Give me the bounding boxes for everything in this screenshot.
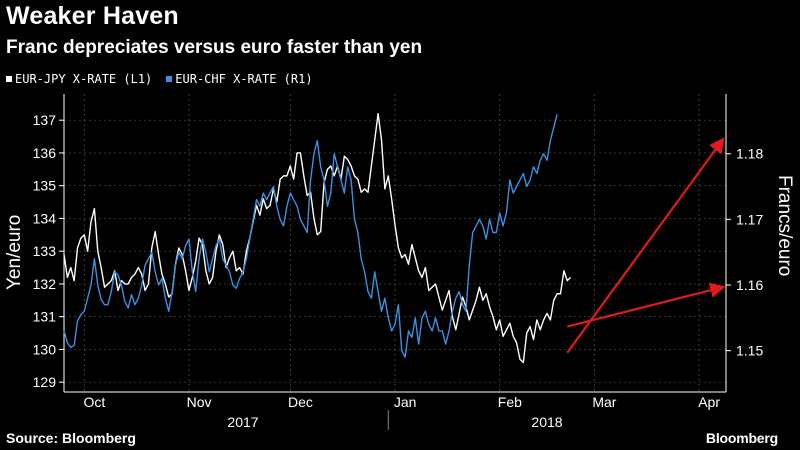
tick-label-right: 1.16 <box>736 277 763 293</box>
series-line-eur-chf <box>63 114 558 358</box>
annotation-layer <box>566 137 726 354</box>
tick-label-left: 130 <box>33 341 57 357</box>
tick-label-right: 1.18 <box>736 146 763 162</box>
legend-item-eur-chf: EUR-CHF X-RATE (R1) <box>166 72 313 86</box>
legend-swatch-eur-jpy <box>6 76 12 82</box>
legend: EUR-JPY X-RATE (L1) EUR-CHF X-RATE (R1) <box>6 72 313 86</box>
legend-label-eur-chf: EUR-CHF X-RATE (R1) <box>175 72 313 86</box>
month-label: Oct <box>84 394 106 410</box>
chart-subtitle: Franc depreciates versus euro faster tha… <box>6 37 423 58</box>
month-label: Mar <box>592 394 616 410</box>
month-label: Apr <box>698 394 720 410</box>
tick-label-left: 135 <box>33 178 57 194</box>
tick-label-left: 136 <box>33 145 57 161</box>
bloomberg-logo: Bloomberg <box>705 430 778 446</box>
legend-swatch-eur-chf <box>166 76 173 82</box>
trend-arrow-jpy <box>566 282 726 328</box>
month-label: Dec <box>288 394 313 410</box>
axis-layer: 129 130 131 132 133 134 135 136 137 1.15 1.16 1.17 1… <box>33 94 763 430</box>
month-label: Jan <box>394 394 417 410</box>
month-label: Nov <box>187 394 212 410</box>
tick-label-left: 133 <box>33 243 57 259</box>
tick-label-left: 129 <box>33 374 57 390</box>
tick-label-right: 1.15 <box>736 343 763 359</box>
tick-label-left: 132 <box>33 276 57 292</box>
source-note: Source: Bloomberg <box>6 430 136 446</box>
year-label: 2017 <box>227 414 258 430</box>
chart-title: Weaker Haven <box>6 2 179 30</box>
trend-arrow-chf <box>566 137 725 354</box>
legend-item-eur-jpy: EUR-JPY X-RATE (L1) <box>6 72 152 86</box>
tick-label-left: 134 <box>33 210 57 226</box>
series-line-eur-jpy <box>63 112 572 364</box>
tick-label-left: 131 <box>33 309 57 325</box>
tick-label-left: 137 <box>33 112 57 128</box>
year-label: 2018 <box>531 414 562 430</box>
series-layer <box>63 112 572 364</box>
legend-label-eur-jpy: EUR-JPY X-RATE (L1) <box>15 72 153 86</box>
month-label: Feb <box>498 394 522 410</box>
grid-layer <box>64 94 726 392</box>
tick-label-right: 1.17 <box>736 211 763 227</box>
